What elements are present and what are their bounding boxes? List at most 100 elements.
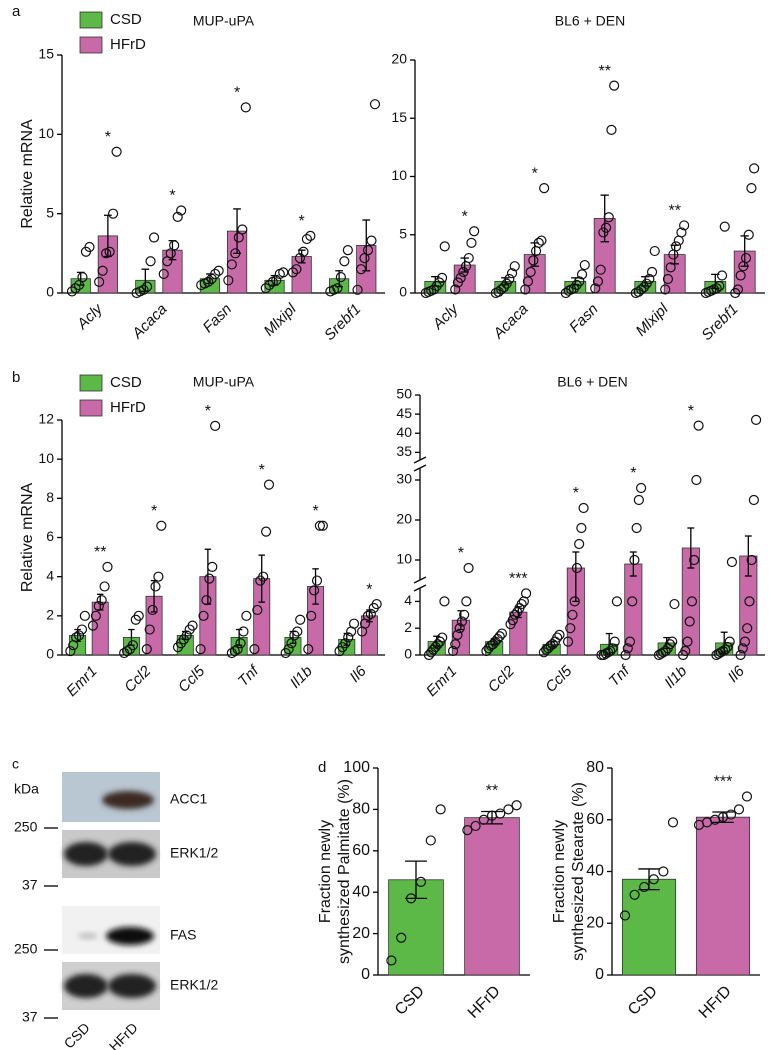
data-point: [646, 266, 658, 278]
data-point: [226, 259, 237, 270]
data-point: [741, 791, 753, 802]
axis-break: [413, 464, 427, 472]
significance: *: [458, 545, 464, 562]
data-point: [742, 623, 753, 634]
data-point: [204, 573, 215, 584]
data-point: [158, 268, 169, 280]
significance: *: [366, 581, 372, 598]
x-tick-label: Mlxipl: [633, 300, 673, 340]
y-tick-label: 8: [46, 489, 54, 505]
legend-label: HFrD: [110, 399, 146, 416]
y-tick-label: 30: [396, 471, 412, 487]
data-point: [145, 256, 156, 267]
y-tick-label: 5: [46, 204, 54, 220]
data-point: [629, 554, 640, 566]
data-point: [104, 246, 115, 257]
blot-band: [108, 974, 156, 998]
data-point: [644, 273, 655, 285]
bar: [464, 817, 520, 976]
data-point: [439, 241, 450, 252]
bar: [621, 878, 677, 976]
data-point: [743, 229, 754, 240]
x-tick-label: Srebf1: [321, 301, 364, 344]
data-point: [121, 645, 133, 657]
y-tick-label: 0: [595, 966, 604, 983]
x-tick-label: Ccl5: [175, 662, 209, 696]
x-tick-label: Emr1: [63, 663, 100, 700]
data-point: [210, 268, 221, 280]
data-point: [516, 598, 527, 610]
data-point: [386, 955, 397, 966]
significance: *: [312, 503, 318, 520]
data-point: [240, 102, 251, 113]
axis-break: [413, 584, 427, 592]
data-point: [658, 866, 669, 877]
y-axis-label: Fraction newly: [551, 820, 568, 923]
data-point: [607, 643, 618, 654]
data-point: [716, 270, 728, 281]
y-tick-label: 40: [396, 424, 412, 440]
y-tick-label: 20: [586, 914, 604, 931]
data-point: [569, 596, 580, 607]
y-tick-label: 5: [399, 225, 407, 241]
data-point: [624, 636, 636, 647]
data-point: [287, 267, 299, 278]
data-point: [450, 284, 461, 295]
significance: *: [259, 462, 265, 479]
y-axis-label: synthesized Stearate (%): [570, 782, 587, 961]
data-point: [749, 163, 760, 174]
significance: **: [598, 63, 610, 80]
data-point: [733, 804, 745, 815]
y-tick-label: 100: [343, 759, 370, 776]
blot-marker: 37: [22, 1009, 38, 1025]
data-point: [504, 273, 515, 285]
data-point: [496, 628, 508, 639]
legend-swatch: [79, 11, 103, 29]
data-point: [241, 610, 252, 621]
data-point: [237, 224, 248, 235]
x-tick-label: Tnf: [235, 661, 264, 690]
panel-label: c: [12, 756, 19, 772]
data-point: [679, 220, 690, 231]
legend-label: CSD: [110, 374, 142, 391]
data-point: [94, 276, 105, 287]
x-tick-label: Mlxipl: [261, 300, 301, 340]
data-point: [352, 284, 363, 295]
data-point: [605, 645, 616, 657]
data-point: [176, 205, 187, 216]
y-tick-label: 4: [46, 567, 54, 583]
significance: *: [205, 403, 211, 420]
data-point: [169, 240, 180, 251]
data-point: [494, 631, 505, 642]
data-point: [454, 623, 465, 634]
significance: *: [105, 129, 111, 146]
blot-label: ERK1/2: [170, 845, 218, 861]
y-tick-label: 40: [586, 863, 604, 880]
data-point: [339, 256, 350, 267]
x-tick-label: Il1b: [287, 663, 316, 692]
blot-band: [108, 842, 156, 866]
data-point: [722, 641, 733, 653]
data-point: [238, 626, 249, 637]
data-point: [462, 824, 473, 836]
data-point: [509, 261, 520, 272]
data-point: [77, 272, 88, 283]
data-point: [639, 881, 650, 893]
data-point: [576, 269, 588, 280]
data-point: [76, 624, 88, 635]
data-point: [306, 610, 317, 621]
data-point: [714, 280, 725, 292]
data-point: [735, 649, 746, 661]
data-point: [461, 596, 472, 607]
data-point: [525, 266, 536, 278]
legend-swatch: [79, 399, 103, 417]
significance: *: [299, 213, 305, 230]
y-tick-label: 0: [361, 966, 370, 983]
data-point: [294, 252, 306, 264]
x-tick-label: HFrD: [465, 983, 504, 1022]
data-point: [746, 554, 757, 566]
blot-label: FAS: [170, 927, 196, 943]
significance: *: [462, 208, 468, 225]
panel-label: a: [12, 3, 21, 20]
data-point: [507, 615, 518, 626]
